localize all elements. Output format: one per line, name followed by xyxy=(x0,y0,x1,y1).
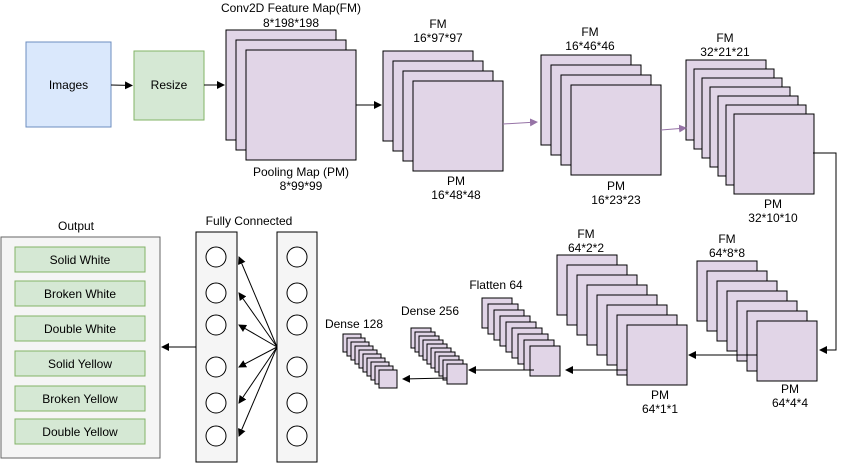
fc-panel-output xyxy=(195,231,238,463)
conv1-fm-size: 8*198*198 xyxy=(263,16,319,30)
conv3-fm-size: 16*46*46 xyxy=(565,39,615,53)
images-to-resize-arrow xyxy=(110,81,133,90)
conv6-fm-title: FM xyxy=(577,227,594,241)
fc-input-node-6 xyxy=(286,425,308,447)
fc-output-node-6 xyxy=(205,425,227,447)
conv4-pm-size: 32*10*10 xyxy=(748,211,798,225)
dense256-stack xyxy=(410,327,468,385)
conv2-map-4 xyxy=(412,80,504,172)
images-box xyxy=(25,41,112,128)
resize-label: Resize xyxy=(151,78,188,92)
connector-arrows xyxy=(110,81,837,383)
conv3-pm-title: PM xyxy=(607,179,625,193)
conv2-pm-title: PM xyxy=(447,174,465,188)
conv4-map-7 xyxy=(733,113,815,195)
conv6-feature-map-stack xyxy=(556,254,688,386)
output-class-box xyxy=(14,418,146,445)
fc-input-node-2 xyxy=(286,282,308,304)
conv1-pm-title: Pooling Map (PM) xyxy=(253,165,349,179)
fc-output-node-2 xyxy=(205,282,227,304)
output-title: Output xyxy=(58,219,95,233)
fc-edge-6 xyxy=(238,346,278,437)
conv5-fm-size: 64*8*8 xyxy=(709,246,745,260)
dense128-block-10 xyxy=(378,369,398,389)
conv6-pm-size: 64*1*1 xyxy=(642,402,678,416)
fc-output-node-5 xyxy=(205,392,227,414)
conv1-map-3 xyxy=(245,49,357,161)
dense128-label: Dense 128 xyxy=(325,317,383,331)
fc-output-node-4 xyxy=(205,356,227,378)
conv6-pm-title: PM xyxy=(651,388,669,402)
conv3-pm-size: 16*23*23 xyxy=(591,193,641,207)
conv4-feature-map-stack xyxy=(685,59,815,195)
output-class-label: Broken White xyxy=(44,287,116,301)
conv3-to-conv4-arrow xyxy=(660,124,687,133)
conv5-feature-map-stack xyxy=(696,260,818,382)
conv3-feature-map-stack xyxy=(540,54,662,176)
fc-output-node-1 xyxy=(205,246,227,268)
conv1-feature-map-stack xyxy=(225,29,357,161)
dense256-label: Dense 256 xyxy=(401,304,459,318)
conv1-title: Conv2D Feature Map(FM) xyxy=(221,1,361,15)
fc-input-node-1 xyxy=(286,246,308,268)
dense128-stack xyxy=(342,333,398,389)
conv4-pm-title: PM xyxy=(764,197,782,211)
flatten-label: Flatten 64 xyxy=(469,278,523,292)
conv4-fm-size: 32*21*21 xyxy=(700,45,750,59)
output-class-box xyxy=(14,315,146,342)
conv6-map-8 xyxy=(626,324,688,386)
conv2-feature-map-stack xyxy=(382,50,504,172)
output-class-label: Double White xyxy=(44,322,116,336)
conv5-pm-title: PM xyxy=(781,382,799,396)
fc-input-node-5 xyxy=(286,392,308,414)
conv3-fm-title: FM xyxy=(581,25,598,39)
fc-edge-2 xyxy=(238,292,278,348)
output-class-label: Double Yellow xyxy=(42,425,118,439)
fc-input-node-3 xyxy=(286,314,308,336)
fc-edge-3 xyxy=(238,324,278,348)
dense256-to-dense128-arrow xyxy=(402,374,448,383)
output-class-box xyxy=(14,280,146,307)
images-label: Images xyxy=(49,78,88,92)
conv5-pm-size: 64*4*4 xyxy=(772,396,808,410)
output-class-label: Broken Yellow xyxy=(42,392,118,406)
conv5-fm-title: FM xyxy=(718,232,735,246)
fc-output-node-3 xyxy=(205,314,227,336)
fc-edge-4 xyxy=(238,346,278,368)
fully-connected-label: Fully Connected xyxy=(206,214,293,228)
conv1-pm-size: 8*99*99 xyxy=(280,179,323,193)
fc-edge-1 xyxy=(238,256,278,348)
fc-edge-5 xyxy=(238,346,278,404)
conv2-pm-size: 16*48*48 xyxy=(431,188,481,202)
dense256-block-10 xyxy=(446,363,468,385)
output-class-label: Solid White xyxy=(50,253,111,267)
output-classes: Solid White Broken White Double White Solid… xyxy=(14,246,146,445)
fc-input-node-4 xyxy=(286,356,308,378)
conv6-fm-size: 64*2*2 xyxy=(568,241,604,255)
conv4-fm-title: FM xyxy=(716,31,733,45)
output-class-box xyxy=(14,350,146,377)
conv5-map-7 xyxy=(756,320,818,382)
conv2-to-conv3-arrow xyxy=(502,118,538,127)
fc-edges xyxy=(238,256,278,437)
output-class-label: Solid Yellow xyxy=(48,357,112,371)
conv4-to-conv5-arrow xyxy=(813,152,837,354)
conv3-map-4 xyxy=(570,84,662,176)
fc-nodes xyxy=(205,246,308,447)
resize-box xyxy=(133,50,205,121)
output-class-box xyxy=(14,385,146,412)
flatten-stack xyxy=(481,297,561,377)
fc-panel-input xyxy=(276,231,318,463)
conv2-fm-size: 16*97*97 xyxy=(413,31,463,45)
conv2-fm-title: FM xyxy=(429,17,446,31)
flatten-block-9 xyxy=(529,345,561,377)
output-class-box xyxy=(14,246,146,273)
